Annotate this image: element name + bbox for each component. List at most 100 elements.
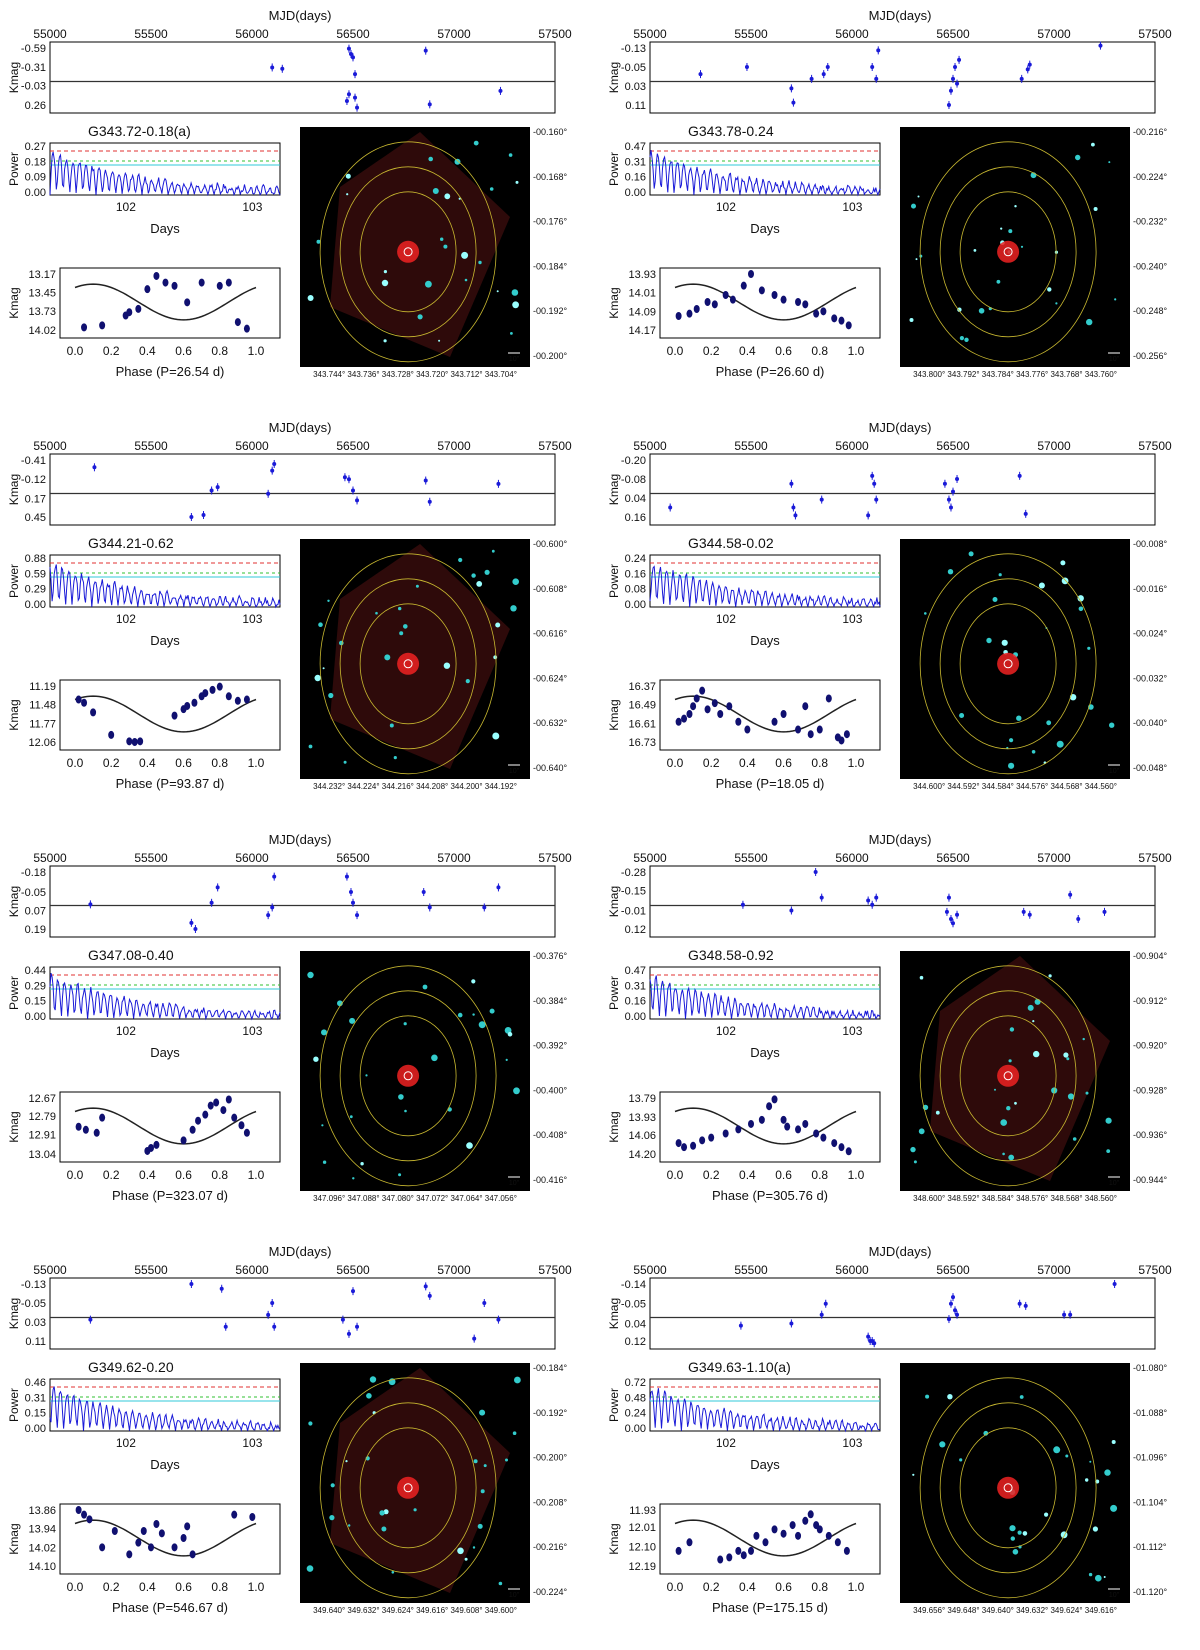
lightcurve-ylabel: Kmag xyxy=(7,1298,21,1329)
lightcurve-point xyxy=(1027,62,1032,67)
image-star xyxy=(1086,318,1093,326)
mjd-tick-label: 57500 xyxy=(1138,851,1172,865)
image-star xyxy=(925,1394,930,1399)
periodogram-xtick-label: 103 xyxy=(242,1436,262,1450)
lightcurve-point xyxy=(351,1289,355,1294)
phase-xtick-label: 0.0 xyxy=(667,1168,684,1182)
image-red-source xyxy=(997,240,1020,263)
lightcurve-point xyxy=(219,1286,224,1291)
mjd-tick-label: 56500 xyxy=(336,439,370,453)
periodogram-frame xyxy=(49,142,281,196)
image-star xyxy=(398,1173,402,1177)
periodogram-ytick-label: 0.47 xyxy=(625,141,646,153)
periodogram-curve xyxy=(49,973,281,1021)
image-star xyxy=(389,723,394,728)
phase-point xyxy=(722,291,729,299)
image-target-marker xyxy=(1003,659,1013,669)
image-star xyxy=(1000,1119,1007,1126)
phase-point xyxy=(675,1139,682,1148)
image-star xyxy=(1009,738,1014,743)
phase-xlabel: Phase (P=18.05 d) xyxy=(716,776,825,791)
image-dec-tick-label: -00.200° xyxy=(533,351,568,361)
image-star xyxy=(328,692,334,699)
phase-point xyxy=(807,1510,814,1519)
periodogram-ytick-label: 0.00 xyxy=(25,599,46,611)
image-star xyxy=(1044,1512,1049,1517)
phase-point xyxy=(771,1095,778,1104)
phase-point xyxy=(184,298,191,307)
periodogram-xtick-label: 103 xyxy=(842,1436,862,1450)
phase-xtick-label: 0.8 xyxy=(811,344,828,358)
image-star xyxy=(313,1056,319,1062)
phase-xtick-label: 0.4 xyxy=(739,756,756,770)
periodogram-xtick-label: 102 xyxy=(116,1024,136,1038)
phase-point xyxy=(675,717,682,726)
image-star xyxy=(1114,298,1117,301)
mjd-tick-label: 56000 xyxy=(835,1263,869,1277)
lightcurve-point xyxy=(423,48,428,53)
mjd-tick-label: 57000 xyxy=(437,851,471,865)
image-star xyxy=(1012,1549,1019,1555)
lightcurve-point xyxy=(1025,67,1030,72)
phase-ytick-label: 14.01 xyxy=(628,288,656,300)
lightcurve-ytick-label: -0.31 xyxy=(21,62,46,74)
image-star xyxy=(505,1458,508,1462)
lightcurve-point xyxy=(951,921,955,926)
lightcurve-point xyxy=(789,1321,794,1326)
image-star xyxy=(1087,646,1091,650)
mjd-tick-label: 55500 xyxy=(134,27,168,41)
image-star xyxy=(1089,1460,1092,1463)
image-dec-tick-label: -00.376° xyxy=(533,951,568,961)
lightcurve-point xyxy=(819,1312,824,1317)
lightcurve-point xyxy=(946,103,951,107)
image-mosaic-region xyxy=(330,1368,510,1593)
image-star xyxy=(1034,998,1041,1005)
periodogram-ytick-label: 0.18 xyxy=(25,156,46,168)
image-dec-tick-label: -00.224° xyxy=(1133,172,1168,182)
image-star xyxy=(322,667,325,670)
image-star xyxy=(935,1110,940,1115)
image-star xyxy=(329,1515,335,1521)
lightcurve-point xyxy=(1017,1301,1022,1306)
image-star xyxy=(404,1109,407,1113)
image-contour xyxy=(919,141,1097,363)
lightcurve-ytick-label: -0.05 xyxy=(21,1298,46,1310)
phase-point xyxy=(813,309,820,318)
lightcurve-point xyxy=(201,513,206,518)
phase-point xyxy=(795,725,802,734)
image-dec-tick-label: -00.912° xyxy=(1133,996,1168,1006)
phase-fit-curve xyxy=(674,695,857,733)
lightcurve-point xyxy=(948,1301,953,1306)
lightcurve-point xyxy=(813,870,818,874)
image-star xyxy=(1031,750,1036,754)
lightcurve-ytick-label: 0.12 xyxy=(625,1336,646,1348)
lightcurve-ytick-label: 0.07 xyxy=(25,906,46,918)
phase-point xyxy=(81,323,88,332)
image-star xyxy=(1016,715,1022,721)
lightcurve-ytick-label: 0.03 xyxy=(25,1317,46,1329)
lightcurve-point xyxy=(266,491,271,496)
mjd-tick-label: 56500 xyxy=(936,851,970,865)
image-star xyxy=(1048,974,1052,978)
mjd-tick-label: 56500 xyxy=(336,851,370,865)
image-star xyxy=(1010,1536,1015,1541)
lightcurve-ytick-label: -0.05 xyxy=(621,62,646,74)
mjd-tick-label: 55000 xyxy=(633,439,667,453)
lightcurve-point xyxy=(874,497,879,502)
image-star xyxy=(480,1489,485,1494)
image-star xyxy=(947,1394,953,1400)
image-star xyxy=(443,662,451,669)
phase-point xyxy=(126,737,133,746)
mjd-axis-label: MJD(days) xyxy=(869,1244,932,1259)
image-contour xyxy=(939,990,1077,1162)
image-star xyxy=(1009,1525,1016,1532)
image-dec-tick-label: -00.016° xyxy=(1133,584,1168,594)
phase-point xyxy=(838,316,845,325)
phase-point xyxy=(158,1529,165,1538)
lightcurve-ytick-label: -0.15 xyxy=(621,886,646,898)
phase-frame xyxy=(59,679,281,751)
image-star xyxy=(924,612,927,615)
image-star xyxy=(1014,205,1017,208)
lightcurve-point xyxy=(270,468,275,473)
